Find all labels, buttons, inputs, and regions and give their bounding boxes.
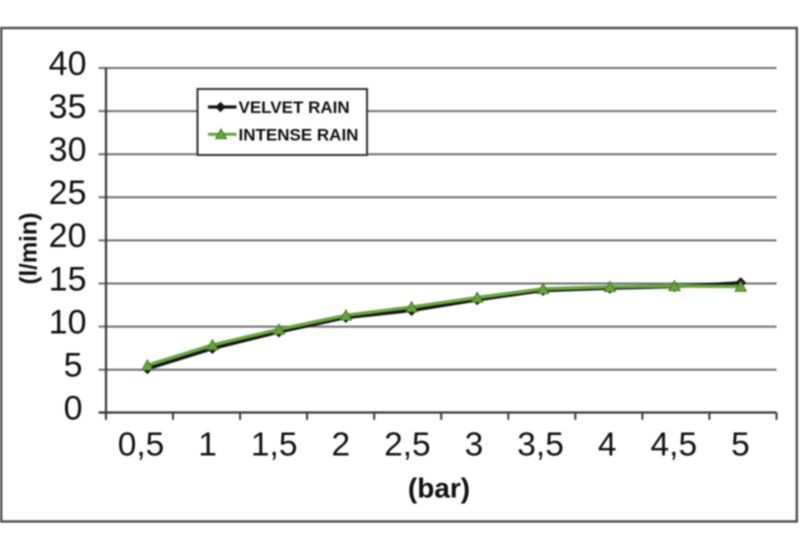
svg-text:25: 25 — [49, 174, 87, 212]
svg-text:1,5: 1,5 — [251, 427, 298, 464]
svg-text:4: 4 — [598, 427, 617, 464]
svg-text:0: 0 — [64, 389, 83, 427]
svg-text:10: 10 — [49, 303, 87, 341]
svg-text:3,5: 3,5 — [517, 427, 564, 464]
svg-text:30: 30 — [49, 131, 87, 169]
svg-text:4,5: 4,5 — [651, 427, 698, 464]
svg-text:20: 20 — [49, 217, 87, 255]
svg-text:40: 40 — [49, 45, 87, 83]
svg-text:VELVET RAIN: VELVET RAIN — [239, 98, 350, 117]
svg-text:(bar): (bar) — [408, 473, 470, 504]
svg-text:2,5: 2,5 — [384, 427, 431, 464]
svg-text:5: 5 — [64, 347, 83, 385]
svg-text:2: 2 — [331, 427, 350, 464]
svg-text:15: 15 — [49, 260, 87, 298]
svg-text:0,5: 0,5 — [118, 427, 165, 464]
svg-text:35: 35 — [49, 88, 87, 126]
svg-text:INTENSE RAIN: INTENSE RAIN — [239, 125, 359, 144]
svg-text:(l/min): (l/min) — [16, 213, 43, 285]
svg-text:3: 3 — [465, 427, 484, 464]
svg-text:1: 1 — [198, 427, 217, 464]
svg-text:5: 5 — [731, 427, 750, 464]
